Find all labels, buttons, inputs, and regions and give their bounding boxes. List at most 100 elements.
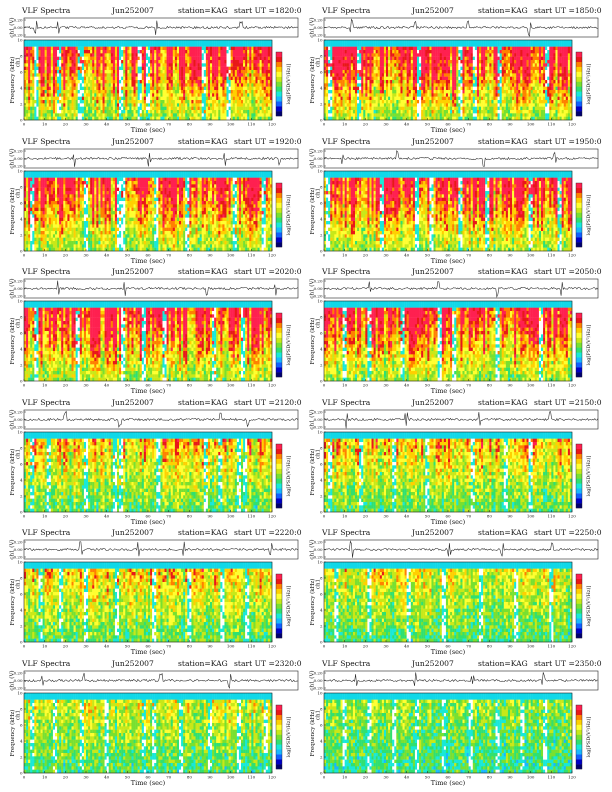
spectrogram-cell [172,76,176,81]
spectrogram-cell [38,76,41,81]
spectrogram-cell [458,40,461,44]
spectrogram-cell [230,100,233,104]
spectrogram-cell [92,90,95,94]
spectrogram-cell [42,70,45,74]
spectrogram-cell [216,40,219,44]
spectrogram-cell [425,66,428,71]
spectrogram-cell [96,56,99,61]
spectrogram-cell [400,56,403,61]
spectrogram-cell [106,43,109,47]
spectrogram-cell [332,63,335,67]
spectrogram-cell [104,86,107,91]
spectrogram-cell [83,56,87,61]
spectrogram-cell [326,90,329,94]
spectrogram-cell [452,73,455,77]
spectrogram-cell [381,43,385,47]
spectrogram-cell [205,113,209,117]
spectrogram-cell [112,80,116,84]
spectrogram-cell [408,43,411,47]
spectrogram-cell [28,40,31,44]
spectrogram-cell [81,50,85,54]
spectrogram-cell [55,96,58,101]
spectrogram-cell [79,116,83,121]
spectrogram-cell [212,46,215,51]
spectrogram-cell [249,40,252,44]
spectrogram-cell [32,110,35,114]
spectrogram-cell [92,86,95,91]
spectrogram-cell [344,66,347,71]
spectrogram-cell [433,73,436,77]
spectrogram-cell [443,40,447,44]
spectrogram-cell [77,83,80,87]
spectrogram-cell [468,110,471,114]
spectrogram-panel: VLF Spectra Jun252007 station=KAG start UT … [309,6,602,134]
spectrogram-cell [71,63,74,67]
spectrogram-cell [259,73,262,77]
spectrogram-cell [26,43,29,47]
spectrogram-cell [367,113,370,117]
spectrogram-cell [251,106,254,111]
spectrogram-cell [396,83,399,87]
spectrogram-cell [195,100,198,104]
spectrogram-cell [481,110,484,114]
spectrogram-cell [340,86,343,91]
spectrogram-cell [259,93,262,97]
spectrogram-cell [199,93,202,97]
spectrogram-cell [255,80,258,84]
freq-tick-label: 2 [20,102,23,107]
spectrogram-cell [423,100,426,104]
spectrogram-cell [67,110,70,114]
spectrogram-cell [201,40,204,44]
spectrogram-cell [267,80,271,84]
spectrogram-cell [464,46,467,51]
spectrogram-cell [392,76,395,81]
spectrogram-cell [216,46,219,51]
spectrogram-cell [137,90,140,94]
spectrogram-cell [369,53,372,57]
spectrogram-cell [491,83,494,87]
spectrogram-cell [377,56,380,61]
spectrogram-cell [396,86,399,91]
spectrogram-cell [452,76,455,81]
spectrogram-cell [133,113,136,117]
spectrogram-cell [421,63,424,67]
spectrogram-cell [212,110,215,114]
spectrogram-cell [42,116,45,121]
spectrogram-cell [28,56,31,61]
spectrogram-cell [30,76,33,81]
spectrogram-cell [152,40,155,44]
spectrogram-cell [437,40,440,44]
spectrogram-cell [110,73,114,77]
spectrogram-cell [131,96,134,101]
spectrogram-cell [241,86,244,91]
spectrogram-cell [342,113,345,117]
spectrogram-cell [441,76,445,81]
spectrogram-cell [174,96,178,101]
spectrogram-cell [218,96,221,101]
spectrogram-cell [324,80,327,84]
spectrogram-cell [212,106,215,111]
spectrogram-cell [52,53,56,57]
spectrogram-cell [63,80,66,84]
spectrogram-cell [493,43,496,47]
spectrogram-cell [439,66,442,71]
spectrogram-cell [114,43,118,47]
spectrogram-cell [247,73,250,77]
spectrogram-cell [243,103,246,107]
spectrogram-cell [129,73,132,77]
spectrogram-cell [143,116,147,121]
spectrogram-cell [408,103,411,107]
spectrogram-cell [94,106,97,111]
spectrogram-cell [371,90,374,94]
spectrogram-cell [205,60,209,64]
spectrogram-cell [170,76,173,81]
spectrogram-cell [247,76,250,81]
spectrogram-cell [98,106,101,111]
spectrogram-cell [348,43,352,47]
spectrogram-cell [48,50,52,54]
spectrogram-cell [40,83,43,87]
spectrogram-cell [377,116,380,121]
spectrogram-cell [150,46,153,51]
spectrogram-cell [245,56,248,61]
spectrogram-cell [338,96,341,101]
